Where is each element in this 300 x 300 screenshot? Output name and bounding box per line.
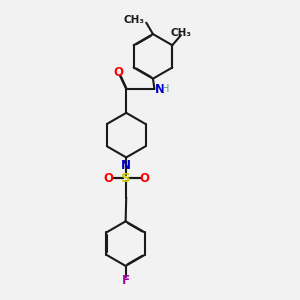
Text: S: S — [122, 172, 131, 185]
Text: H: H — [162, 84, 169, 94]
Text: F: F — [122, 274, 130, 287]
Text: CH₃: CH₃ — [124, 15, 145, 25]
Text: O: O — [113, 66, 124, 79]
Text: CH₃: CH₃ — [170, 28, 191, 38]
Text: O: O — [103, 172, 113, 185]
Text: N: N — [155, 82, 165, 96]
Text: N: N — [121, 159, 131, 172]
Text: O: O — [139, 172, 149, 185]
